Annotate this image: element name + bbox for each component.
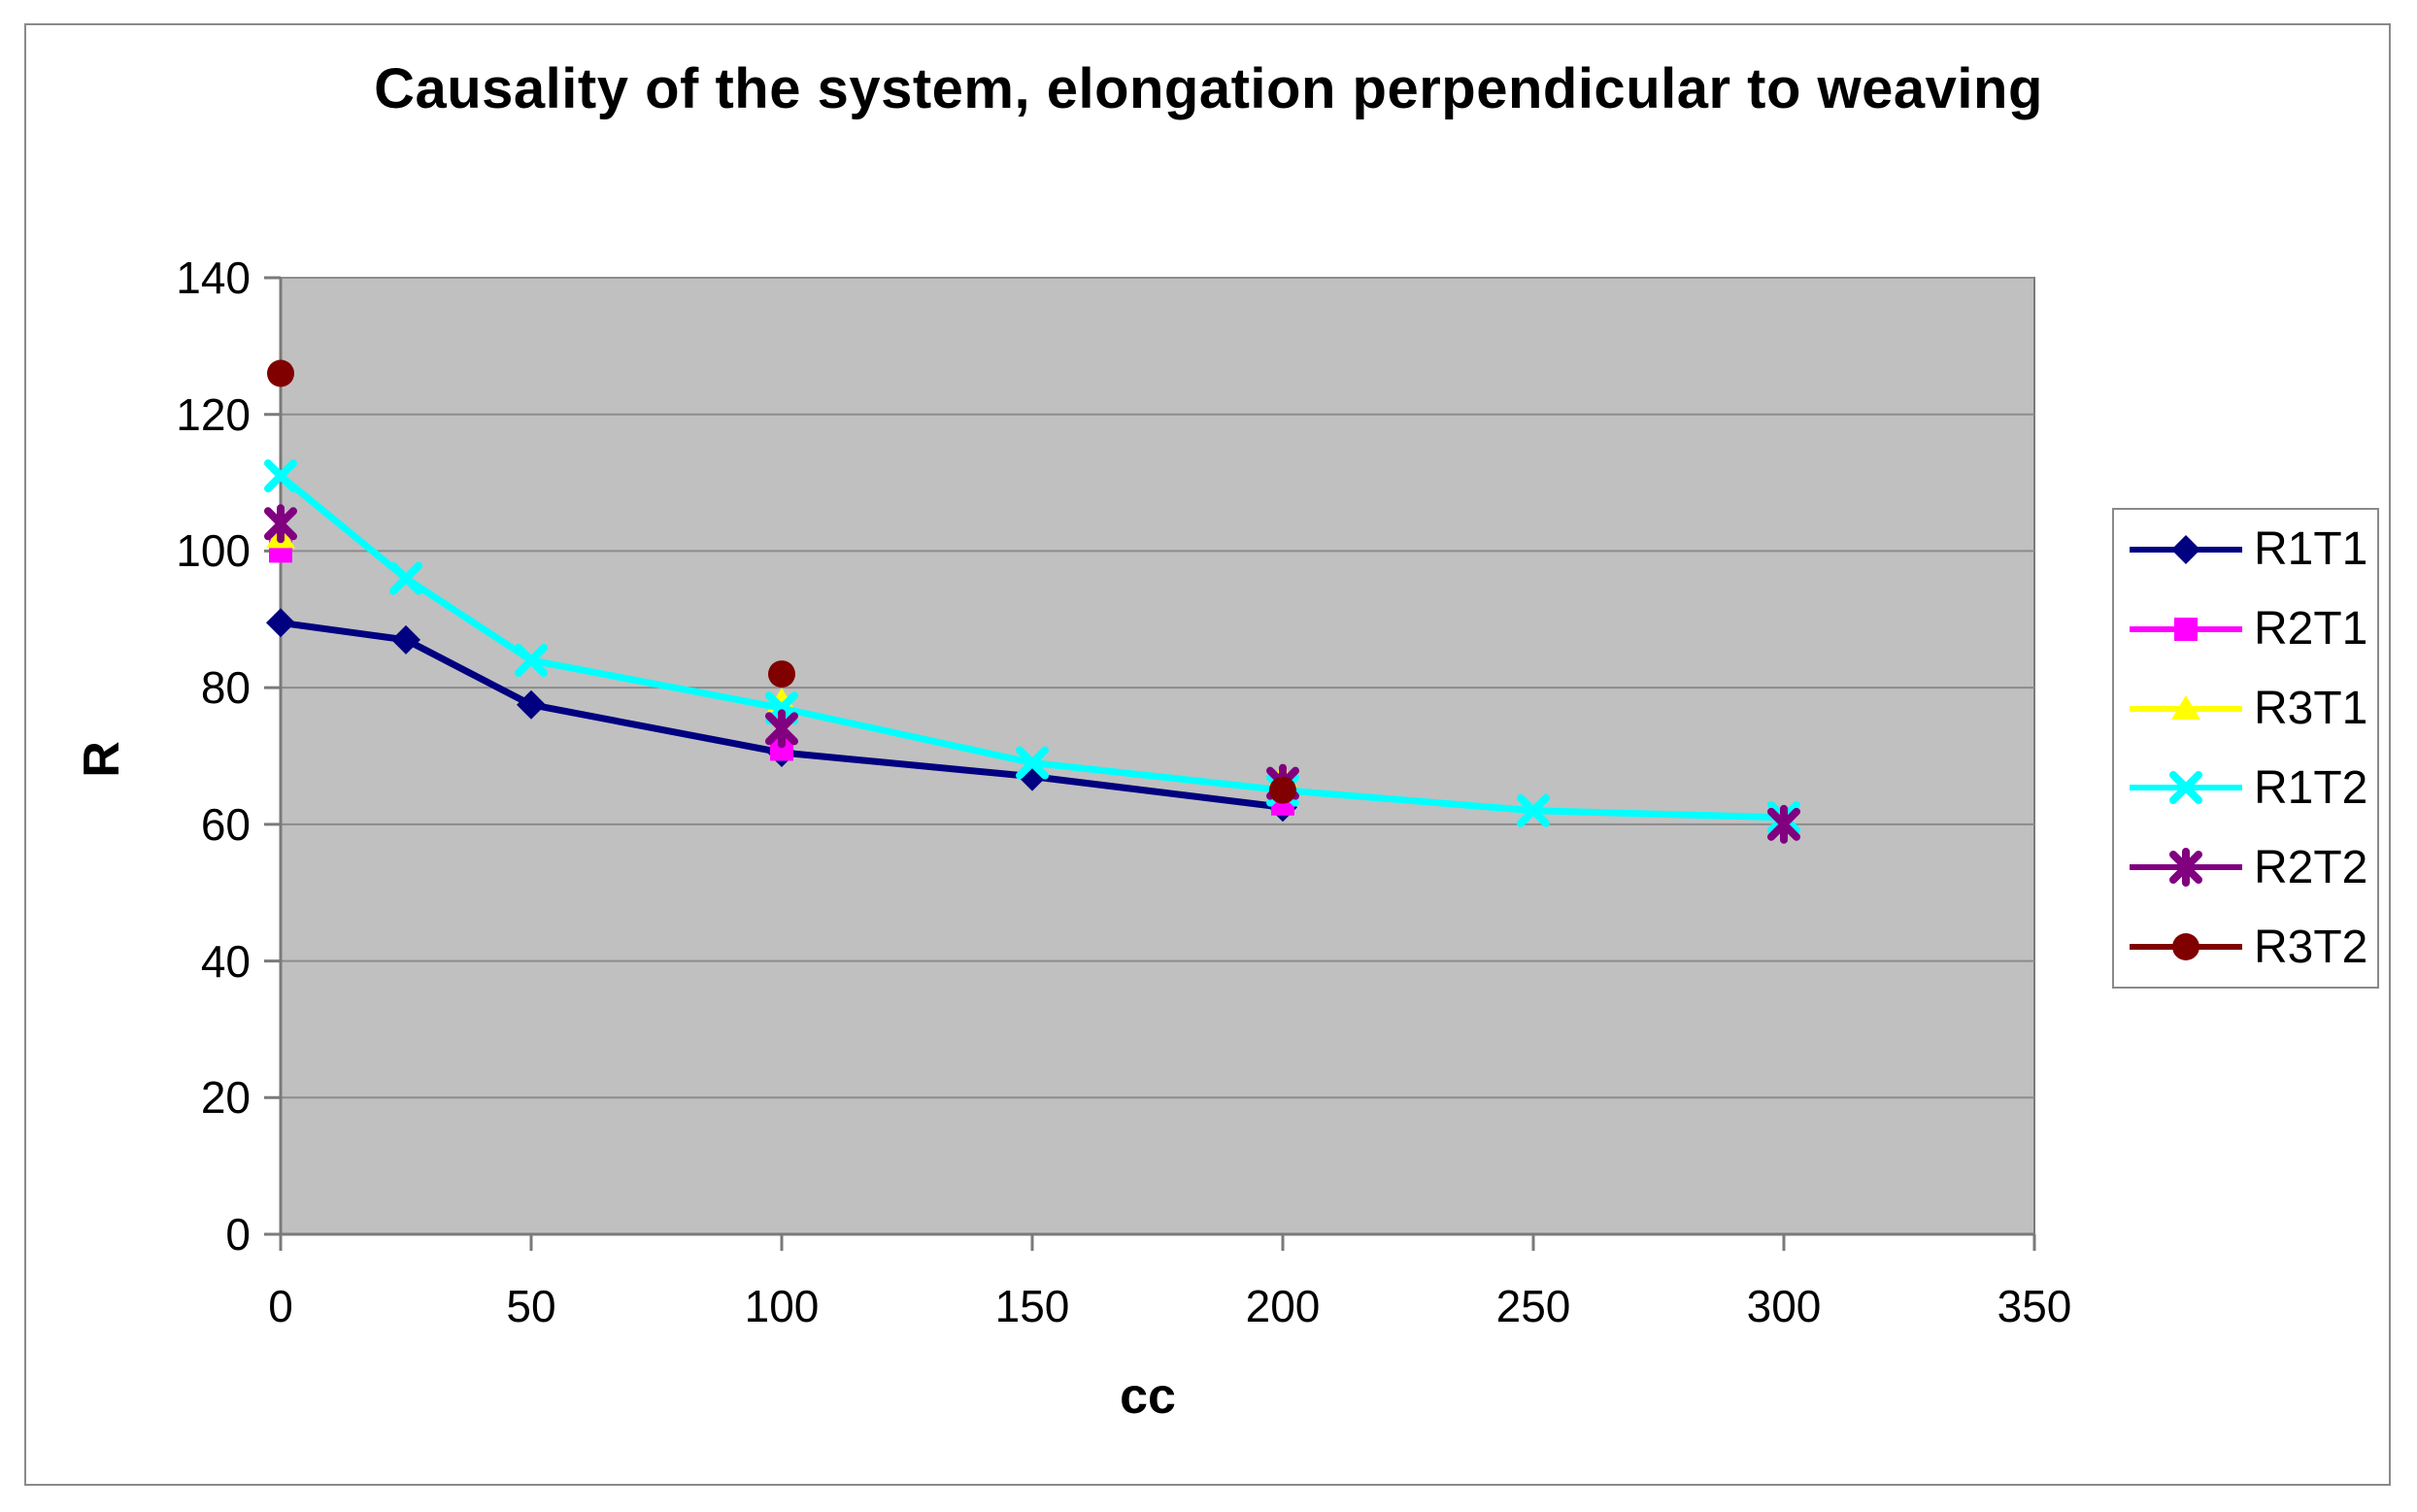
series-line-R1T2 <box>278 473 1785 822</box>
y-tick-label-120: 120 <box>176 388 251 440</box>
x-tick-label-250: 250 <box>1495 1281 1571 1331</box>
legend-marker-R3T2 <box>2172 933 2199 961</box>
chart-title: Causality of the system, elongation perp… <box>374 57 2043 120</box>
legend-swatch-R3T2 <box>2130 933 2242 961</box>
y-tick-label-20: 20 <box>200 1072 251 1124</box>
legend-item-R1T2: R1T2 <box>2128 758 2377 817</box>
y-tick-label-60: 60 <box>200 798 251 850</box>
legend-box: R1T1 R2T1 R3T1 R1T2 R2T2 R3T2 <box>2112 508 2379 989</box>
legend-marker-R1T1 <box>2171 534 2200 564</box>
y-tick-label-140: 140 <box>176 252 251 303</box>
legend-label-R1T2: R1T2 <box>2254 761 2368 814</box>
marker-R3T2-0 <box>267 359 294 387</box>
x-tick-label-50: 50 <box>506 1281 556 1331</box>
marker-R1T2-250 <box>1517 793 1550 827</box>
x-tick-label-300: 300 <box>1746 1281 1822 1331</box>
marker-R2T2-0 <box>264 504 297 544</box>
legend-swatch-R3T1 <box>2130 694 2242 720</box>
y-axis-title: R <box>74 741 130 778</box>
x-axis-title: cc <box>1120 1368 1176 1425</box>
legend-marker-R2T1 <box>2174 617 2198 641</box>
marker-R1T1-0 <box>266 608 295 638</box>
x-tick-label-200: 200 <box>1245 1281 1321 1331</box>
marker-R1T2-0 <box>264 459 297 493</box>
legend-marker-R3T1 <box>2171 694 2200 720</box>
legend-label-R1T1: R1T1 <box>2254 523 2368 576</box>
legend-item-R1T1: R1T1 <box>2128 521 2377 579</box>
y-tick-label-80: 80 <box>200 662 251 714</box>
y-tick-label-100: 100 <box>176 525 251 577</box>
legend-swatch-R2T1 <box>2130 617 2242 641</box>
x-tick-label-0: 0 <box>268 1281 293 1331</box>
y-tick-label-0: 0 <box>225 1209 251 1260</box>
legend-label-R3T2: R3T2 <box>2254 921 2368 973</box>
x-tick-label-350: 350 <box>1997 1281 2072 1331</box>
marker-R1T2-150 <box>1016 746 1049 780</box>
marker-R3T2-100 <box>768 660 795 689</box>
marker-R1T2-25 <box>389 561 422 595</box>
series-R3T2 <box>267 359 1296 804</box>
legend-item-R2T1: R2T1 <box>2128 600 2377 658</box>
legend-label-R2T1: R2T1 <box>2254 603 2368 655</box>
legend-label-R3T1: R3T1 <box>2254 683 2368 735</box>
legend-item-R3T1: R3T1 <box>2128 680 2377 738</box>
marker-R1T1-25 <box>391 624 420 655</box>
series-line-R1T1 <box>280 619 1284 811</box>
x-tick-label-150: 150 <box>994 1281 1070 1331</box>
x-tick-label-100: 100 <box>744 1281 820 1331</box>
y-tick-label-40: 40 <box>200 935 251 987</box>
legend-marker-R1T2 <box>2169 771 2202 805</box>
marker-R3T2-200 <box>1269 776 1296 804</box>
marker-R1T2-50 <box>515 644 548 677</box>
legend-marker-R2T2 <box>2169 848 2202 888</box>
legend-swatch-R1T1 <box>2130 534 2242 564</box>
legend-label-R2T2: R2T2 <box>2254 841 2368 893</box>
plot-background <box>280 277 2035 1235</box>
marker-R2T2-300 <box>1767 804 1800 844</box>
legend-item-R3T2: R3T2 <box>2128 918 2377 976</box>
legend-swatch-R2T2 <box>2130 848 2242 888</box>
legend-item-R2T2: R2T2 <box>2128 838 2377 896</box>
marker-R2T2-100 <box>765 709 798 749</box>
legend-swatch-R1T2 <box>2130 771 2242 805</box>
marker-R1T1-50 <box>517 689 546 720</box>
